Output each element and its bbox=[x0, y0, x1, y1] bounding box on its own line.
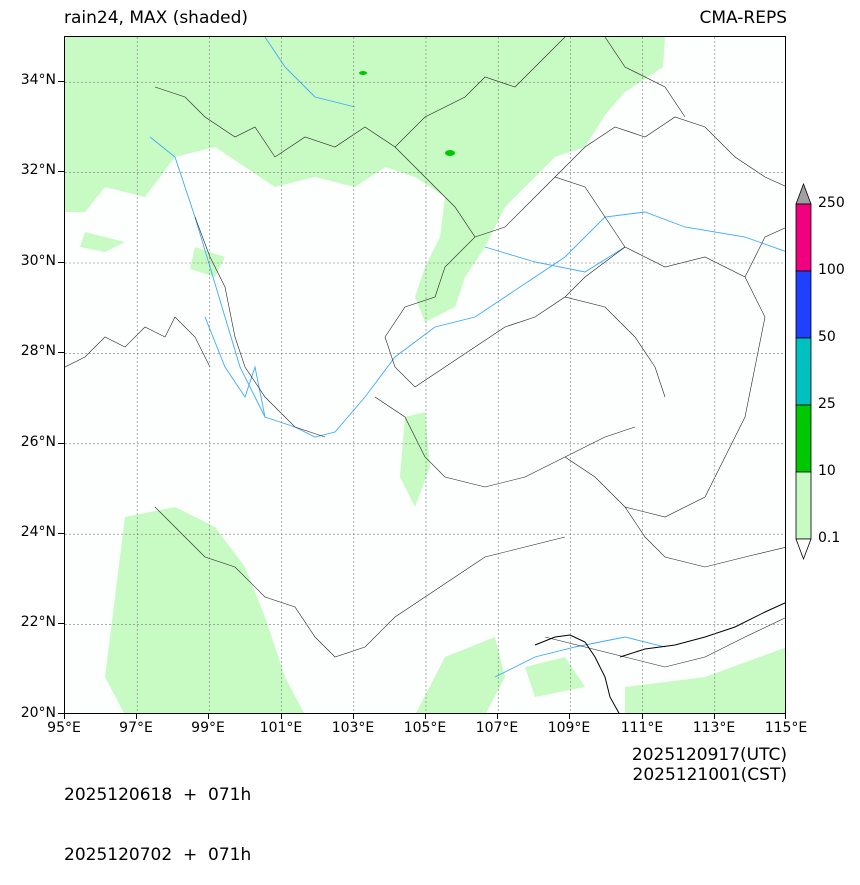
boundary-guangxi-guangdong bbox=[564, 456, 785, 568]
colorbar-segment-100-250 bbox=[795, 203, 812, 272]
init-time-cst: 2025120702 + 071h bbox=[64, 845, 252, 865]
boundary-chongqing bbox=[474, 176, 626, 298]
lon-tick bbox=[714, 714, 715, 719]
lon-label-97: 97°E bbox=[119, 720, 153, 736]
lat-tick bbox=[58, 171, 64, 172]
river-han bbox=[484, 246, 626, 273]
coast-guangdong bbox=[619, 602, 785, 658]
lon-label-107: 107°E bbox=[475, 720, 519, 736]
rain-area-north bbox=[65, 37, 665, 322]
colorbar-label-50: 50 bbox=[818, 329, 836, 345]
rain-spot-1 bbox=[445, 150, 455, 156]
lat-label-32: 32°N bbox=[20, 162, 56, 178]
colorbar-segment-25-50 bbox=[795, 337, 812, 406]
light-rain-areas bbox=[65, 37, 785, 713]
colorbar-extend-max bbox=[795, 182, 812, 205]
lon-label-103: 103°E bbox=[331, 720, 375, 736]
lon-label-99: 99°E bbox=[191, 720, 225, 736]
moderate-rain-spots bbox=[359, 71, 455, 156]
lat-tick bbox=[58, 81, 64, 82]
map-canvas bbox=[65, 37, 785, 713]
rain-area-northwest-strip bbox=[80, 232, 125, 252]
lon-tick bbox=[353, 714, 354, 719]
colorbar-label-0.1: 0.1 bbox=[818, 530, 841, 546]
province-boundaries bbox=[65, 37, 785, 668]
lon-tick bbox=[569, 714, 570, 719]
boundary-hubei bbox=[554, 116, 785, 187]
boundary-yunnan-south bbox=[154, 506, 566, 658]
coast-gulf-tonkin bbox=[534, 634, 620, 713]
rain-area-south-center bbox=[416, 637, 505, 713]
lat-tick bbox=[58, 533, 64, 534]
boundary-guizhou-south bbox=[374, 396, 636, 488]
boundary-jiangxi bbox=[744, 227, 785, 278]
rain-area-southeast bbox=[625, 647, 785, 713]
river-mekong bbox=[204, 316, 266, 418]
colorbar-segment-50-100 bbox=[795, 270, 812, 339]
rain-area-southwest bbox=[105, 507, 304, 713]
lon-tick bbox=[208, 714, 209, 719]
river-yangtze-upper bbox=[149, 136, 785, 438]
rain-spot-2 bbox=[359, 71, 367, 75]
lon-label-115: 115°E bbox=[764, 720, 808, 736]
rain-patch-west bbox=[190, 247, 225, 277]
lon-tick bbox=[425, 714, 426, 719]
map-panel bbox=[64, 36, 786, 714]
lon-label-109: 109°E bbox=[547, 720, 591, 736]
boundary-north-edge bbox=[604, 37, 686, 118]
colorbar-extend-min bbox=[795, 538, 812, 561]
valid-time-cst: 2025121001(CST) bbox=[632, 765, 787, 785]
lon-label-113: 113°E bbox=[692, 720, 736, 736]
boundary-guangdong-coast bbox=[544, 617, 785, 668]
lon-tick bbox=[64, 714, 65, 719]
lat-tick bbox=[58, 262, 64, 263]
lon-tick bbox=[281, 714, 282, 719]
valid-time-utc: 2025120917(UTC) bbox=[631, 745, 787, 765]
rain-patch-guizhou bbox=[400, 412, 430, 507]
init-time-block: 2025120618 + 071h 2025120702 + 071h bbox=[64, 745, 251, 885]
river-pearl bbox=[494, 636, 666, 678]
lon-tick bbox=[785, 714, 786, 719]
lat-label-28: 28°N bbox=[20, 343, 56, 359]
colorbar-label-250: 250 bbox=[818, 195, 845, 211]
boundary-qinghai-sichuan bbox=[154, 37, 566, 158]
lon-label-95: 95°E bbox=[47, 720, 81, 736]
lat-tick bbox=[58, 352, 64, 353]
colorbar-label-25: 25 bbox=[818, 396, 836, 412]
colorbar-label-100: 100 bbox=[818, 262, 845, 278]
lon-label-111: 111°E bbox=[620, 720, 664, 736]
lat-label-34: 34°N bbox=[20, 72, 56, 88]
valid-time-block: 2025120917(UTC) 2025121001(CST) bbox=[632, 745, 787, 785]
map-title: rain24, MAX (shaded) bbox=[64, 8, 249, 28]
lon-tick bbox=[497, 714, 498, 719]
lat-tick bbox=[58, 443, 64, 444]
coastline bbox=[534, 602, 785, 713]
rivers bbox=[149, 37, 785, 678]
lat-label-22: 22°N bbox=[20, 614, 56, 630]
lat-label-24: 24°N bbox=[20, 524, 56, 540]
boundary-tibet-sichuan bbox=[194, 216, 326, 438]
colorbar-label-10: 10 bbox=[818, 463, 836, 479]
lon-tick bbox=[642, 714, 643, 719]
boundary-west bbox=[65, 316, 211, 368]
lon-tick bbox=[136, 714, 137, 719]
lon-label-101: 101°E bbox=[259, 720, 303, 736]
lat-label-30: 30°N bbox=[20, 253, 56, 269]
lat-tick bbox=[58, 623, 64, 624]
lat-label-20: 20°N bbox=[20, 705, 56, 721]
colorbar-segment-10-25 bbox=[795, 404, 812, 473]
model-name: CMA-REPS bbox=[699, 8, 787, 28]
init-time-utc: 2025120618 + 071h bbox=[64, 785, 252, 805]
lat-label-26: 26°N bbox=[20, 434, 56, 450]
lon-label-105: 105°E bbox=[403, 720, 447, 736]
colorbar bbox=[795, 182, 812, 561]
colorbar-segment-0.1-10 bbox=[795, 471, 812, 540]
boundary-hunan bbox=[624, 246, 766, 518]
lat-tick bbox=[58, 713, 64, 714]
gridlines bbox=[65, 37, 785, 713]
river-north bbox=[264, 37, 356, 108]
rain-area-south-mid bbox=[525, 657, 585, 697]
